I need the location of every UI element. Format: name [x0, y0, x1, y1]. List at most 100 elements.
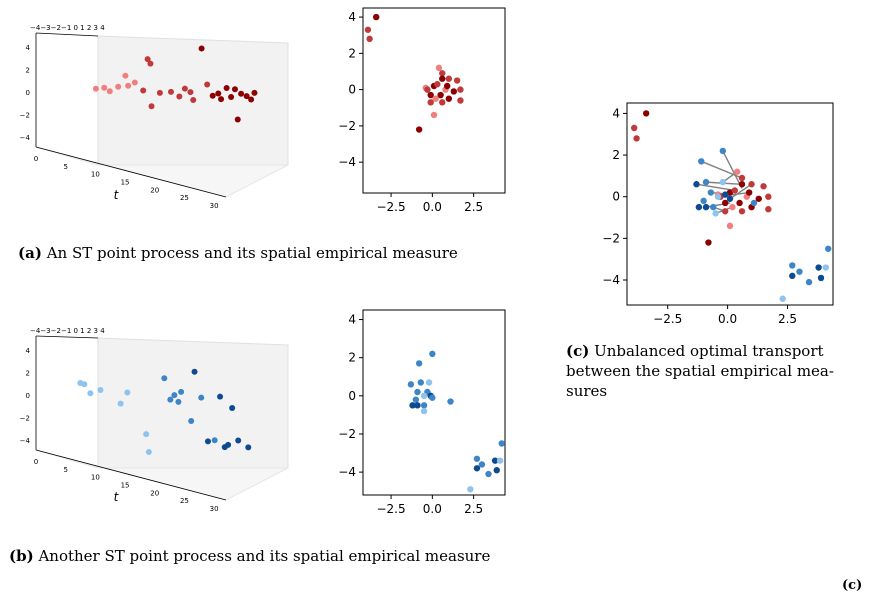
a2d-point — [445, 95, 453, 102]
c2d-point — [700, 197, 707, 205]
a3d-point — [248, 96, 255, 103]
a3d-t-tick-label: 10 — [91, 171, 100, 179]
c2d-transport-line — [717, 191, 750, 198]
b3d-t-axis — [35, 449, 227, 501]
b2d-frame — [362, 309, 506, 496]
b2d-point — [498, 440, 505, 447]
caption-c-tag: (c) — [566, 342, 590, 360]
b3d-floor-pane — [35, 449, 289, 501]
a2d-xtick-label: −2.5 — [376, 200, 405, 214]
b3d-point — [198, 394, 205, 401]
b3d-t-tick-label: 10 — [91, 474, 100, 482]
caption-b-tag: (b) — [9, 547, 34, 565]
a3d-point — [106, 88, 113, 95]
c2d-point — [642, 110, 650, 117]
b2d-point — [414, 402, 421, 409]
caption-a-text: An ST point process and its spatial empi… — [46, 244, 458, 262]
c2d-transport-line — [713, 206, 726, 212]
a2d-frame — [362, 7, 506, 194]
c2d-transport-line — [696, 183, 735, 192]
b2d-point — [447, 398, 454, 405]
c2d-point — [765, 206, 772, 213]
a3d-floor-pane — [35, 146, 289, 198]
a3d-point — [231, 86, 238, 93]
c2d-point — [822, 264, 830, 271]
c2d-point — [748, 181, 755, 188]
a3d-point — [125, 82, 132, 89]
b3d-t-tick-label: 5 — [63, 466, 67, 474]
b3d-point — [171, 392, 178, 399]
b3d-point — [97, 386, 104, 393]
c2d-point — [748, 203, 755, 211]
b3d-z-tick-label: −4 — [20, 437, 31, 445]
b2d-ytick-label: −2 — [338, 427, 356, 441]
b3d-back-pane — [97, 337, 289, 469]
a2d-point — [439, 75, 446, 82]
b3d-point — [167, 396, 174, 403]
b3d-z-tick-label: 4 — [26, 347, 31, 355]
b2d-ytick-label: 4 — [348, 313, 356, 327]
a3d-z-tick-label: 0 — [26, 89, 30, 97]
b2d-point — [412, 396, 420, 403]
a2d-point — [427, 99, 434, 106]
b3d-point — [81, 381, 88, 388]
c2d-ytick-label: 0 — [612, 190, 620, 204]
a3d-z-tick-label: −2 — [20, 111, 30, 119]
a2d-ytick-label: −2 — [338, 119, 356, 133]
c2d-point — [731, 187, 738, 194]
b2d-point — [424, 388, 431, 396]
a3d-t-tick-label: 15 — [121, 178, 130, 186]
a3d-point — [187, 89, 194, 96]
b2d-point — [496, 457, 504, 464]
c2d-point — [789, 272, 796, 280]
c2d-transport-line — [722, 171, 738, 183]
c2d-point — [722, 191, 729, 198]
c2d-point — [633, 135, 640, 142]
a2d-point — [437, 91, 444, 99]
c2d-transport-line — [705, 202, 731, 208]
a3d-point — [144, 56, 151, 63]
c2d-point — [817, 274, 825, 282]
a3d-point — [122, 72, 129, 79]
b3d-point — [211, 437, 218, 444]
c2d-point — [698, 158, 705, 165]
caption-b: (b) Another ST point process and its spa… — [9, 546, 490, 566]
b2d-point — [425, 379, 433, 386]
b2d-ytick-label: −4 — [338, 465, 356, 479]
c2d-point — [745, 189, 753, 196]
b2d-point — [409, 402, 416, 409]
a2d-ytick-label: 0 — [348, 83, 356, 97]
c2d-point — [750, 199, 758, 207]
b3d-point — [188, 418, 195, 425]
b3d-z-tick-label: 2 — [26, 370, 30, 378]
c2d-point — [722, 208, 729, 215]
b3d-point — [221, 444, 228, 451]
b2d-point — [429, 394, 436, 401]
b2d-point — [417, 379, 424, 386]
a2d-point — [427, 91, 434, 99]
c2d-point — [695, 203, 703, 211]
c2d-point — [815, 264, 822, 271]
c2d-transport-line — [710, 191, 733, 196]
b2d-xtick-label: 0.0 — [423, 502, 442, 516]
b2d-point — [493, 467, 500, 474]
a3d-t-label: t — [114, 188, 120, 202]
a3d-point — [238, 90, 245, 97]
a3d-point — [190, 96, 197, 103]
c2d-point — [722, 199, 729, 207]
c2d-transport-line — [715, 206, 733, 215]
a2d-point — [424, 86, 431, 93]
a3d-point — [101, 84, 108, 91]
a2d-point — [432, 95, 439, 102]
a3d-point — [215, 90, 222, 97]
c2d-point — [710, 203, 717, 211]
b3d-t-tick-label: 15 — [121, 481, 130, 489]
a3d-point — [147, 60, 154, 67]
c2d-transport-line — [700, 160, 743, 179]
b3d-point — [124, 389, 131, 396]
c2d-point — [630, 124, 638, 132]
a3d-y-tick-row: −4−3−2−1 0 1 2 3 4 — [30, 24, 105, 32]
b3d-point — [225, 441, 232, 448]
a3d-point — [204, 81, 211, 88]
b3d-point — [245, 444, 252, 451]
